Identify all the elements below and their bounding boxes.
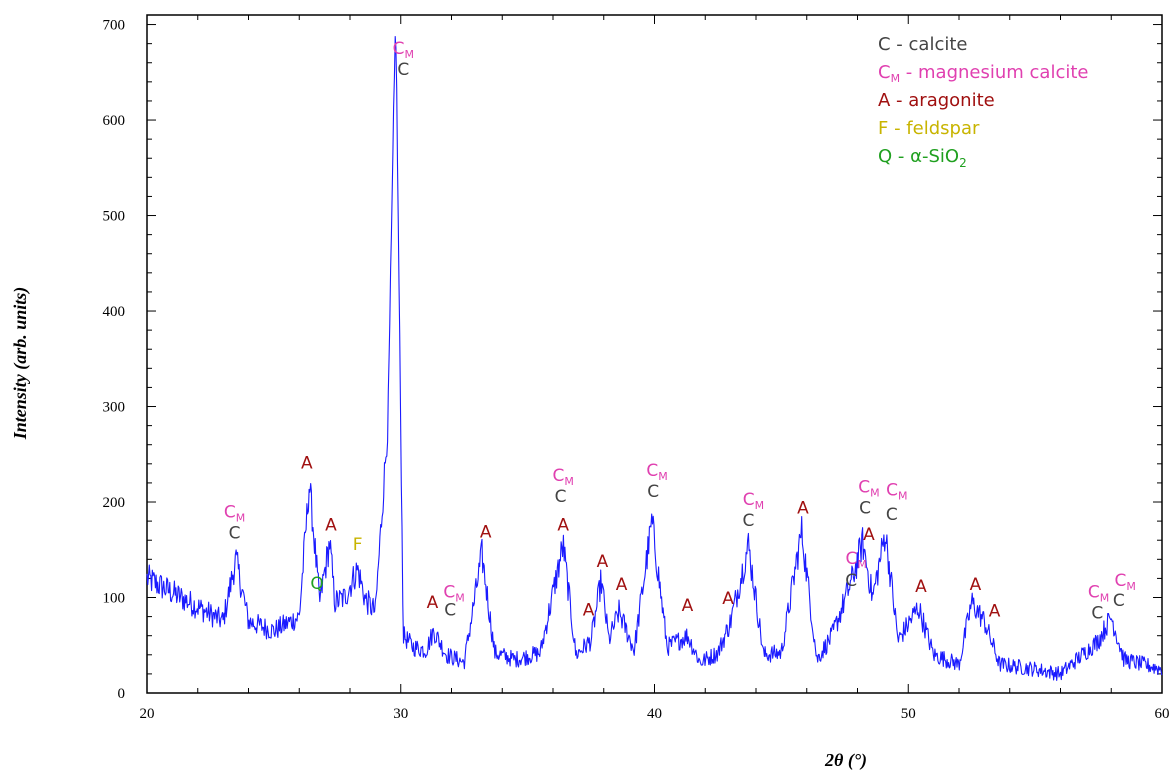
- peak-label: CM: [552, 466, 573, 488]
- y-tick-label: 500: [103, 209, 126, 225]
- diffraction-line: [146, 35, 1163, 681]
- peak-label: A: [427, 593, 439, 613]
- peak-label: C: [555, 487, 567, 507]
- peak-label: CM: [743, 490, 764, 512]
- peak-label: A: [863, 525, 875, 545]
- legend-entry: CM - magnesium calcite: [878, 62, 1089, 85]
- peak-label: C: [1113, 591, 1125, 611]
- peak-label: CM: [224, 502, 245, 524]
- axes: [146, 14, 1163, 694]
- peak-label: F: [353, 535, 363, 555]
- peak-label: C: [444, 601, 456, 621]
- x-tick-label: 20: [140, 706, 155, 722]
- y-tick-label: 700: [103, 18, 126, 34]
- peak-label: CM: [443, 583, 464, 605]
- peak-label: A: [682, 596, 694, 616]
- series-layer: [146, 35, 1163, 681]
- peak-label: CM: [858, 477, 879, 499]
- peak-label: A: [722, 589, 734, 609]
- x-tick-label: 60: [1155, 706, 1170, 722]
- peak-label: C: [397, 60, 409, 80]
- peak-label: A: [597, 552, 609, 572]
- peak-label: CM: [393, 39, 414, 61]
- peak-label: C: [859, 498, 871, 518]
- peak-label: A: [915, 577, 927, 597]
- peak-label: C: [229, 523, 241, 543]
- peak-label: A: [970, 575, 982, 595]
- y-axis-label: Intensity (arb. units): [10, 287, 31, 441]
- peak-label: A: [583, 601, 595, 621]
- peak-label: C: [647, 482, 659, 502]
- peak-label: A: [557, 516, 569, 536]
- peak-label: A: [325, 516, 337, 536]
- peak-label: A: [797, 498, 809, 518]
- legend-entry: C - calcite: [878, 34, 967, 55]
- y-tick-label: 100: [103, 591, 126, 607]
- peak-label: CM: [846, 549, 867, 571]
- peak-label: CM: [646, 461, 667, 483]
- plot-frame: [146, 14, 1163, 694]
- peak-label: C: [1091, 604, 1103, 624]
- peak-label: Q: [310, 574, 323, 594]
- y-tick-label: 600: [103, 113, 126, 129]
- y-tick-label: 0: [118, 686, 126, 702]
- x-tick-label: 30: [393, 706, 408, 722]
- peak-label: CM: [1115, 571, 1136, 593]
- x-tick-label: 50: [901, 706, 916, 722]
- x-axis-label: 2θ (°): [824, 750, 867, 771]
- legend-entry: A - aragonite: [878, 90, 995, 111]
- peak-label: A: [480, 522, 492, 542]
- peak-label: CM: [1088, 583, 1109, 605]
- peak-label: CM: [886, 480, 907, 502]
- x-tick-label: 40: [647, 706, 662, 722]
- peak-label: C: [886, 505, 898, 525]
- peak-label: A: [616, 575, 628, 595]
- legend: C - calcite CM - magnesium calcite A - ara…: [878, 34, 1089, 170]
- y-tick-label: 300: [103, 400, 126, 416]
- legend-entry: Q - α-SiO2: [878, 146, 967, 170]
- peak-label: C: [742, 511, 754, 531]
- legend-entry: F - feldspar: [878, 118, 980, 139]
- peak-label: A: [989, 602, 1001, 622]
- peak-label: A: [301, 454, 313, 474]
- y-tick-label: 200: [103, 495, 126, 511]
- peak-label: C: [845, 571, 857, 591]
- y-tick-label: 400: [103, 304, 126, 320]
